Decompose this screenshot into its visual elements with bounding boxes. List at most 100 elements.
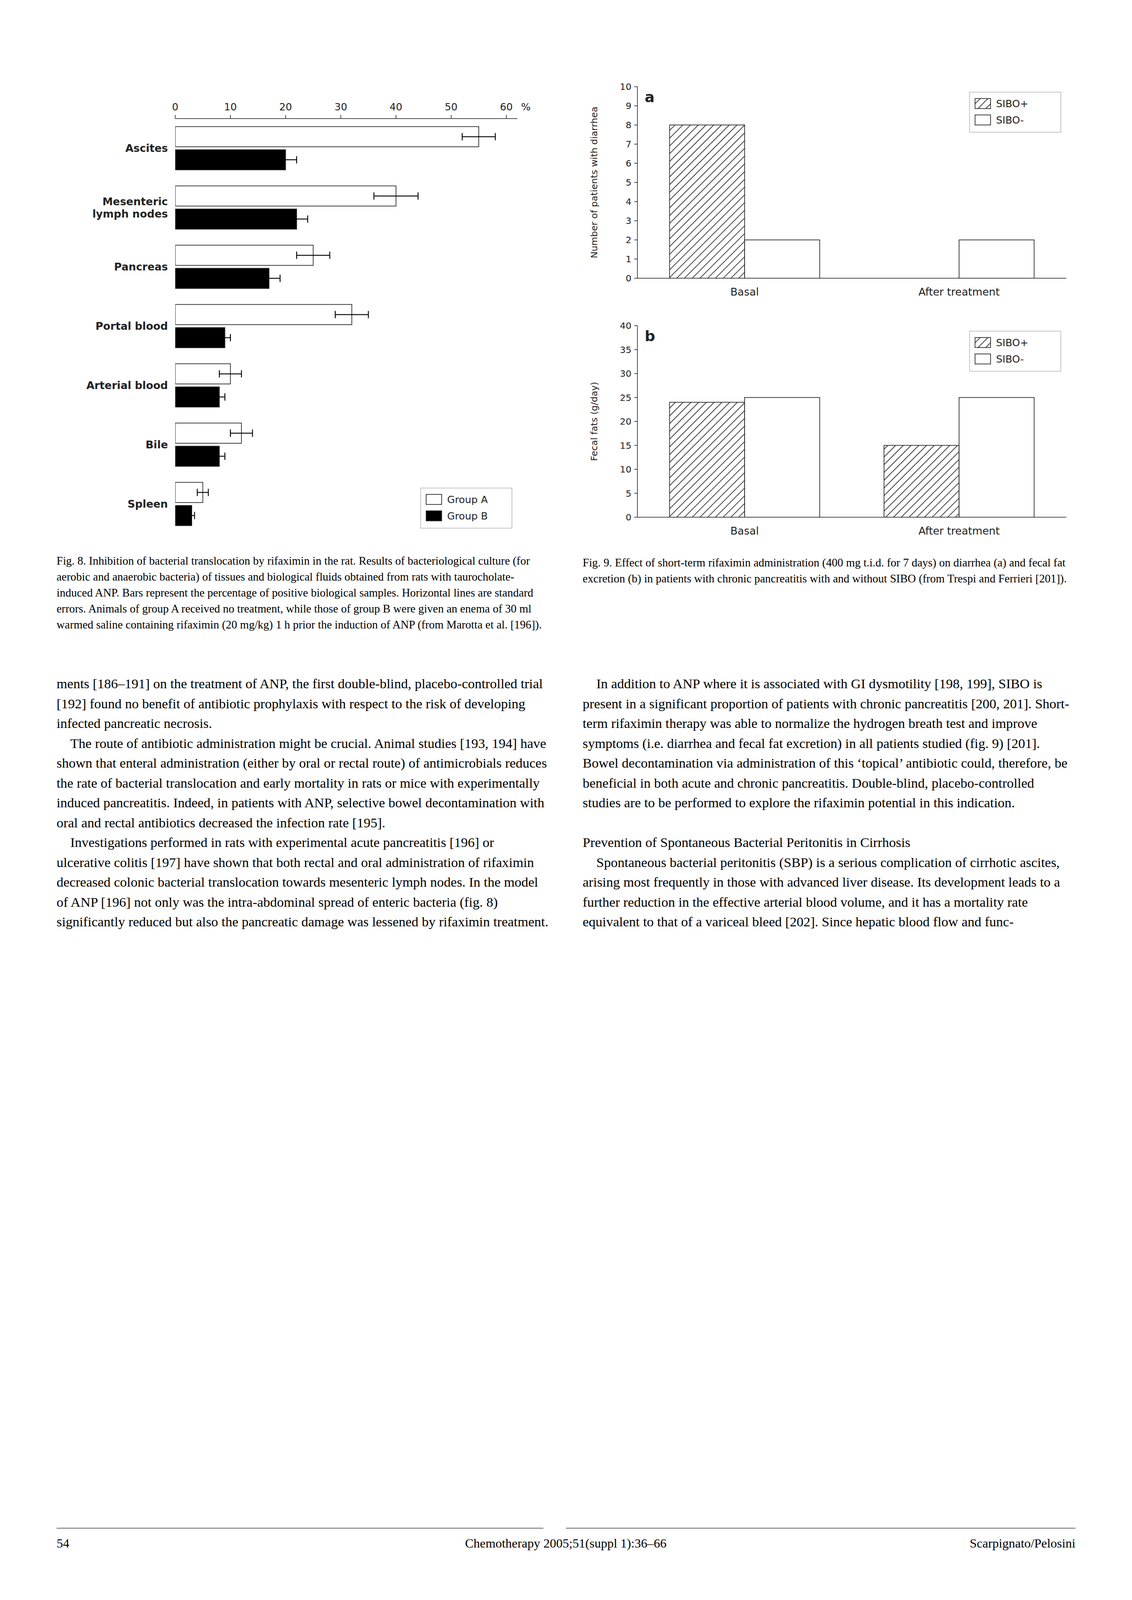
category-label: Basal bbox=[730, 286, 759, 298]
tick-mark bbox=[634, 421, 638, 423]
error-line bbox=[296, 255, 330, 256]
footer-center: Chemotherapy 2005;51(suppl 1):36–66 bbox=[464, 1536, 667, 1552]
footer-rule bbox=[565, 1528, 1076, 1529]
error-line bbox=[335, 314, 369, 316]
error-cap bbox=[257, 274, 259, 282]
category-label: After treatment bbox=[918, 286, 1000, 298]
legend-swatch bbox=[975, 98, 991, 109]
tick-mark bbox=[634, 349, 638, 351]
error-bar bbox=[257, 274, 280, 282]
bar bbox=[884, 277, 960, 279]
tick-mark bbox=[634, 201, 638, 203]
category-label-line: Spleen bbox=[127, 498, 169, 511]
error-line bbox=[213, 455, 225, 457]
error-bar bbox=[213, 393, 225, 401]
error-line bbox=[188, 515, 195, 517]
legend-box bbox=[420, 488, 512, 529]
error-bar bbox=[296, 251, 330, 260]
tick-label: 20 bbox=[279, 101, 293, 113]
error-cap bbox=[208, 489, 209, 497]
error-cap bbox=[334, 311, 336, 319]
body-text: ments [186–191] on the treatment of ANP,… bbox=[56, 673, 550, 933]
tick-label: 40 bbox=[620, 320, 632, 332]
error-line bbox=[285, 218, 308, 220]
tick-mark bbox=[634, 493, 638, 495]
body-text: In addition to ANP where it is associate… bbox=[582, 673, 1076, 933]
tick-mark bbox=[634, 445, 638, 447]
error-cap bbox=[373, 192, 375, 200]
legend: SIBO+ SIBO- bbox=[969, 92, 1061, 133]
legend-swatch bbox=[975, 354, 991, 365]
tick-mark bbox=[285, 114, 287, 119]
tick-mark bbox=[634, 124, 638, 126]
x-axis: 0102030405060% bbox=[172, 101, 531, 119]
legend-swatch bbox=[426, 511, 442, 522]
bar bbox=[175, 327, 225, 348]
error-cap bbox=[219, 333, 220, 342]
error-bar bbox=[274, 156, 297, 164]
figure-left: 0102030405060%AscitesMesentericlymph nod… bbox=[56, 77, 550, 633]
error-bar bbox=[188, 511, 195, 520]
error-cap bbox=[296, 251, 298, 260]
category-label-line: Pancreas bbox=[114, 260, 168, 273]
legend-swatch bbox=[975, 337, 991, 348]
legend-label: SIBO- bbox=[996, 114, 1024, 126]
footer-rule bbox=[56, 1528, 544, 1529]
marks bbox=[175, 126, 496, 527]
tick-label: 0 bbox=[172, 101, 179, 113]
tick-mark bbox=[634, 86, 638, 88]
tick-label: 10 bbox=[620, 81, 632, 93]
category-label-line: Ascites bbox=[125, 142, 168, 155]
category-label: Basal bbox=[730, 525, 759, 538]
bar bbox=[175, 126, 479, 147]
error-line bbox=[219, 337, 231, 339]
tick-label: 5 bbox=[625, 488, 632, 500]
bar bbox=[175, 208, 297, 230]
tick-label: 7 bbox=[625, 138, 632, 150]
tick-label: 20 bbox=[620, 416, 632, 428]
error-line bbox=[213, 396, 225, 398]
error-cap bbox=[329, 251, 331, 260]
tick-label: 3 bbox=[625, 215, 632, 227]
category-label: Pancreas bbox=[114, 260, 168, 273]
bar bbox=[175, 304, 352, 325]
error-cap bbox=[188, 511, 190, 520]
tick-mark bbox=[634, 397, 638, 399]
tick-label: 15 bbox=[620, 440, 632, 452]
error-bar bbox=[219, 333, 231, 342]
bar bbox=[175, 268, 270, 289]
y-axis: 0510152025303540Fecal fats (g/day) bbox=[588, 320, 638, 523]
content: 0102030405060%AscitesMesentericlymph nod… bbox=[56, 77, 1076, 933]
bar bbox=[175, 245, 313, 266]
tick-mark bbox=[634, 239, 638, 241]
category-label: Ascites bbox=[125, 142, 168, 155]
tick-mark bbox=[450, 114, 452, 119]
legend-label: SIBO+ bbox=[996, 98, 1029, 110]
y-axis: AscitesMesentericlymph nodesPancreasPort… bbox=[86, 142, 168, 511]
error-bar bbox=[219, 370, 242, 378]
tick-label: 8 bbox=[625, 119, 632, 131]
axis-label: Number of patients with diarrhea bbox=[588, 106, 600, 259]
error-cap bbox=[213, 452, 215, 460]
tick-mark bbox=[174, 114, 176, 119]
panel-label: b bbox=[644, 327, 656, 345]
category-label: Mesentericlymph nodes bbox=[92, 195, 168, 220]
body-row: ments [186–191] on the treatment of ANP,… bbox=[56, 673, 1076, 933]
tick-label: 2 bbox=[625, 234, 632, 246]
category-label: After treatment bbox=[918, 525, 1000, 538]
tick-mark bbox=[634, 162, 638, 164]
category-label: Arterial blood bbox=[86, 379, 168, 392]
tick-label: 25 bbox=[620, 392, 632, 404]
bar bbox=[744, 239, 820, 279]
error-bar bbox=[335, 311, 369, 319]
tick-label: 35 bbox=[620, 344, 632, 356]
x-axis: Basal After treatment bbox=[637, 517, 1067, 538]
bar bbox=[669, 402, 746, 518]
legend-box bbox=[969, 92, 1061, 133]
footer-right: Scarpignato/Pelosini bbox=[969, 1536, 1076, 1552]
tick-label: 5 bbox=[625, 177, 632, 188]
error-line bbox=[230, 432, 253, 434]
figure-row: 0102030405060%AscitesMesentericlymph nod… bbox=[56, 77, 1076, 633]
marks bbox=[669, 397, 1035, 518]
page: 0102030405060%AscitesMesentericlymph nod… bbox=[0, 0, 1132, 1600]
